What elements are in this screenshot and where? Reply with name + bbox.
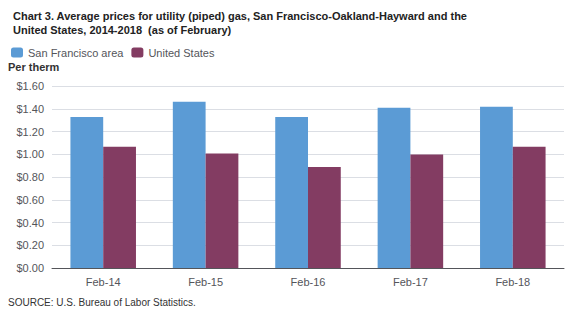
svg-text:Feb-17: Feb-17 bbox=[393, 276, 428, 288]
svg-text:Feb-15: Feb-15 bbox=[188, 276, 223, 288]
svg-text:SOURCE: U.S. Bureau of Labor S: SOURCE: U.S. Bureau of Labor Statistics. bbox=[8, 297, 196, 308]
svg-text:$0.40: $0.40 bbox=[16, 217, 44, 229]
svg-text:Feb-16: Feb-16 bbox=[291, 276, 326, 288]
svg-text:Per therm: Per therm bbox=[8, 61, 60, 73]
svg-text:$0.00: $0.00 bbox=[16, 262, 44, 274]
svg-text:$0.60: $0.60 bbox=[16, 194, 44, 206]
svg-text:United States: United States bbox=[148, 47, 215, 59]
svg-text:$1.40: $1.40 bbox=[16, 103, 44, 115]
svg-text:$0.20: $0.20 bbox=[16, 239, 44, 251]
svg-text:Chart 3. Average prices for ut: Chart 3. Average prices for utility (pip… bbox=[13, 10, 467, 22]
svg-text:$1.60: $1.60 bbox=[16, 80, 44, 92]
svg-text:United States, 2014-2018 (as: United States, 2014-2018 (as of February… bbox=[13, 24, 232, 36]
svg-text:$1.00: $1.00 bbox=[16, 148, 44, 160]
svg-text:$0.80: $0.80 bbox=[16, 171, 44, 183]
svg-text:Feb-14: Feb-14 bbox=[86, 276, 121, 288]
svg-text:Feb-18: Feb-18 bbox=[495, 276, 530, 288]
svg-text:$1.20: $1.20 bbox=[16, 126, 44, 138]
svg-text:San Francisco area: San Francisco area bbox=[28, 47, 124, 59]
